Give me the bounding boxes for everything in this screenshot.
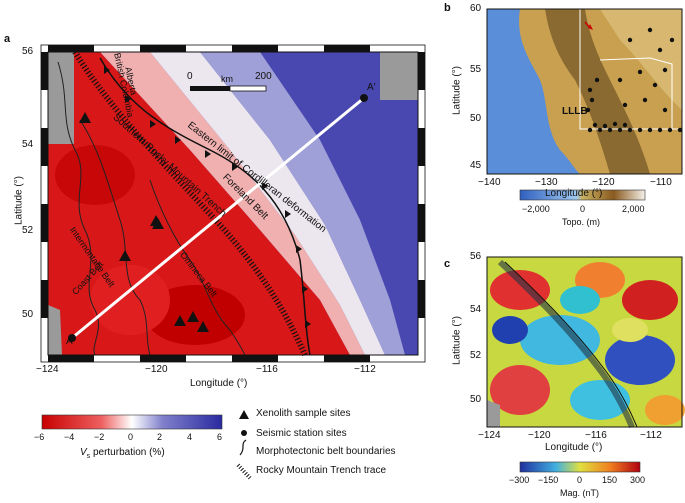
vs-tick-4: 2	[157, 432, 163, 442]
vs-tick-1: −4	[64, 432, 75, 442]
c-xtick-124: −124	[478, 430, 501, 441]
mag-tick-4: 300	[630, 475, 646, 485]
c-xtick-120: −120	[528, 430, 551, 441]
legend-curve-symbol	[239, 439, 247, 456]
magnetic-field	[487, 257, 685, 427]
vs-tick-5: 4	[187, 432, 193, 442]
panel-a-frame	[40, 44, 426, 363]
c-ytick-56: 56	[470, 251, 482, 262]
a-ytick-52: 52	[22, 225, 34, 236]
panel-c-label: c	[444, 258, 451, 270]
b-ytick-45: 45	[470, 160, 482, 171]
scalebar-unit: km	[221, 74, 233, 84]
station-dots	[585, 27, 683, 133]
legend-dot-symbol	[241, 430, 247, 436]
topo-tick-2: 2,000	[622, 204, 645, 214]
vs-colorbar	[41, 414, 223, 430]
topo-tick-0: −2,000	[522, 204, 550, 214]
eastern-limit-line	[99, 57, 311, 356]
topo-colorbar-label: Topo. (m)	[562, 217, 601, 227]
legend-belt: Morphotectonic belt boundaries	[256, 446, 396, 457]
a-xtick-112: −112	[354, 364, 376, 375]
mask-northeast	[380, 52, 418, 100]
b-ytick-55: 55	[470, 64, 482, 75]
scalebar-start: 0	[187, 71, 193, 82]
a-ytick-54: 54	[22, 139, 34, 150]
legend-xenolith: Xenolith sample sites	[256, 408, 351, 419]
profile-end-dot	[360, 94, 368, 102]
c-ylabel: Latitude (°)	[451, 315, 463, 366]
b-ytick-60: 60	[470, 3, 482, 14]
b-xlabel: Longitude (°)	[545, 188, 603, 199]
c-ytick-54: 54	[470, 304, 482, 315]
b-xtick-110: −110	[650, 177, 672, 188]
ocean-mask-west	[48, 52, 74, 144]
mag-tick-0: −300	[509, 475, 530, 485]
vs-tick-0: −6	[34, 432, 45, 442]
a-ytick-50: 50	[22, 309, 34, 320]
panel-b-label: b	[444, 2, 451, 14]
panel-a-label: a	[4, 33, 11, 45]
profile-start-dot	[68, 334, 76, 342]
legend-triangle-symbol	[239, 410, 249, 419]
xenolith-sites	[79, 112, 209, 332]
mag-tick-3: 150	[602, 475, 618, 485]
b-ytick-50: 50	[470, 113, 482, 124]
c-xtick-112: −112	[640, 430, 662, 441]
mag-tick-1: −150	[538, 475, 559, 485]
b-xtick-120: −120	[592, 177, 615, 188]
topo-tick-1: 0	[580, 204, 586, 214]
a-xtick-124: −124	[36, 364, 59, 375]
scalebar-end: 200	[255, 71, 272, 82]
c-xlabel: Longitude (°)	[545, 442, 603, 453]
a-ytick-56: 56	[22, 46, 34, 57]
lllb-label: LLLB	[562, 106, 588, 117]
legend-seismic: Seismic station sites	[256, 428, 347, 439]
b-xtick-130: −130	[535, 177, 558, 188]
profile-start-label: A	[66, 336, 73, 347]
topo-colorbar	[519, 189, 646, 201]
c-ytick-50: 50	[470, 394, 482, 405]
vs-colorbar-label: Vs perturbation (%)	[80, 447, 165, 460]
c-ytick-52: 52	[470, 350, 482, 361]
vs-tick-6: 6	[217, 432, 223, 442]
mag-colorbar	[519, 461, 641, 473]
a-xtick-120: −120	[145, 364, 168, 375]
a-xtick-116: −116	[256, 364, 278, 375]
profile-end-label: A′	[367, 82, 376, 93]
profile-line	[71, 96, 365, 340]
vs-tick-2: −2	[94, 432, 105, 442]
scale-bar	[190, 85, 267, 92]
a-xlabel: Longitude (°)	[190, 378, 248, 389]
mag-colorbar-label: Mag. (nT)	[560, 488, 600, 498]
vs-tick-3: 0	[128, 432, 134, 442]
legend-hatch-symbol	[236, 463, 252, 480]
mask-southwest	[48, 305, 62, 355]
mag-tick-2: 0	[577, 475, 583, 485]
legend-trench: Rocky Mountain Trench trace	[256, 465, 387, 476]
thrust-teeth	[104, 66, 311, 328]
c-xtick-116: −116	[585, 430, 607, 441]
b-xtick-140: −140	[478, 177, 501, 188]
